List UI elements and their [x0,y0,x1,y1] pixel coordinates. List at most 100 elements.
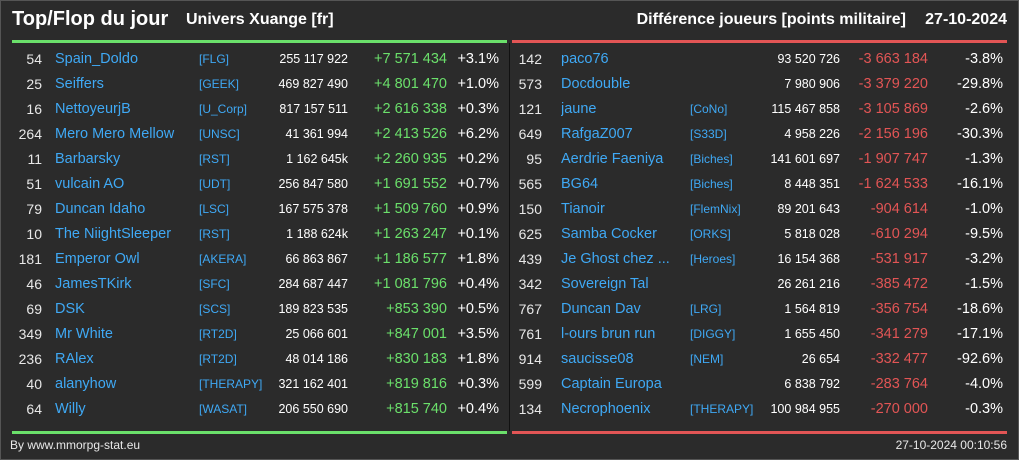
flop-player-row: 142 paco76 93 520 726 -3 663 184 -3.8% [512,47,1007,72]
player-name-link[interactable]: Je Ghost chez ... [561,251,670,267]
military-points: 1 162 645k [286,152,348,166]
alliance-tag-link[interactable]: [CoNo] [690,102,728,116]
player-rank: 181 [18,251,42,267]
percent-change: +6.2% [457,126,499,142]
military-points: 189 823 535 [278,302,348,316]
alliance-tag-link[interactable]: [ORKS] [690,227,731,241]
player-name-link[interactable]: l-ours brun run [561,326,656,342]
player-name-link[interactable]: Mr White [55,326,113,342]
top-player-row: 264 Mero Mero Mellow [UNSC] 41 361 994 +2 41… [12,122,507,147]
top-player-row: 349 Mr White [RT2D] 25 066 601 +847 001 +3.5% [12,322,507,347]
alliance-tag-link[interactable]: [NEM] [690,352,724,366]
flop-player-row: 625 Samba Cocker [ORKS] 5 818 028 -610 294 -9… [512,222,1007,247]
military-points: 321 162 401 [278,377,348,391]
alliance-tag-link[interactable]: [WASAT] [199,402,247,416]
player-name-link[interactable]: JamesTKirk [55,276,132,292]
player-name-link[interactable]: NettoyeurjB [55,101,131,117]
alliance-tag-link[interactable]: [U_Corp] [199,102,248,116]
military-points: 93 520 726 [777,52,840,66]
alliance-tag-link[interactable]: [AKERA] [199,252,247,266]
alliance-tag-link[interactable]: [Biches] [690,177,733,191]
flop-player-row: 573 Docdouble 7 980 906 -3 379 220 -29.8% [512,72,1007,97]
percent-change: -3.2% [965,251,1003,267]
player-name-link[interactable]: BG64 [561,176,599,192]
player-rank: 40 [26,376,42,392]
percent-change: +1.0% [457,76,499,92]
player-name-link[interactable]: Docdouble [561,76,631,92]
percent-change: -29.8% [957,76,1003,92]
player-name-link[interactable]: jaune [561,101,597,117]
player-rank: 914 [518,351,542,367]
alliance-tag-link[interactable]: [S33D] [690,127,727,141]
player-name-link[interactable]: Aerdrie Faeniya [561,151,664,167]
player-name-link[interactable]: Duncan Idaho [55,201,146,217]
alliance-tag-link[interactable]: [RST] [199,152,230,166]
flop-player-row: 914 saucisse08 [NEM] 26 654 -332 477 -92.6% [512,347,1007,372]
military-points: 26 261 216 [777,277,840,291]
flop-player-row: 599 Captain Europa 6 838 792 -283 764 -4.0% [512,372,1007,397]
panel-divider [509,43,510,431]
alliance-tag-link[interactable]: [RT2D] [199,352,237,366]
alliance-tag-link[interactable]: [SCS] [199,302,231,316]
player-name-link[interactable]: RafgaZ007 [561,126,633,142]
points-difference: +1 081 796 [374,276,447,292]
alliance-tag-link[interactable]: [Biches] [690,152,733,166]
flop-player-row: 761 l-ours brun run [DIGGY] 1 655 450 -341 2… [512,322,1007,347]
points-difference: +7 571 434 [374,51,447,67]
alliance-tag-link[interactable]: [Heroes] [690,252,736,266]
alliance-tag-link[interactable]: [RT2D] [199,327,237,341]
player-rank: 51 [26,176,42,192]
top-panel-top-bar [12,40,507,43]
points-difference: -531 917 [870,251,928,267]
player-name-link[interactable]: alanyhow [55,376,117,392]
player-name-link[interactable]: The NiightSleeper [55,226,172,242]
points-difference: -270 000 [870,401,928,417]
player-rank: 10 [26,226,42,242]
top-player-row: 181 Emperor Owl [AKERA] 66 863 867 +1 186 57… [12,247,507,272]
player-name-link[interactable]: Duncan Dav [561,301,641,317]
top-player-row: 40 alanyhow [THERAPY] 321 162 401 +819 816 +0… [12,372,507,397]
player-name-link[interactable]: Sovereign Tal [561,276,649,292]
alliance-tag-link[interactable]: [UNSC] [199,127,240,141]
percent-change: -2.6% [965,101,1003,117]
player-name-link[interactable]: Emperor Owl [55,251,140,267]
player-name-link[interactable]: Mero Mero Mellow [55,126,175,142]
points-difference: +4 801 470 [374,76,447,92]
percent-change: -1.5% [965,276,1003,292]
player-name-link[interactable]: Barbarsky [55,151,121,167]
alliance-tag-link[interactable]: [LSC] [199,202,230,216]
player-name-link[interactable]: saucisse08 [561,351,634,367]
military-points: 1 655 450 [784,327,840,341]
alliance-tag-link[interactable]: [DIGGY] [690,327,736,341]
percent-change: +0.3% [457,101,499,117]
player-name-link[interactable]: Samba Cocker [561,226,657,242]
alliance-tag-link[interactable]: [GEEK] [199,77,240,91]
player-name-link[interactable]: Necrophoenix [561,401,651,417]
player-name-link[interactable]: RAlex [55,351,94,367]
alliance-tag-link[interactable]: [THERAPY] [199,377,263,391]
military-points: 115 467 858 [771,102,840,116]
player-name-link[interactable]: Captain Europa [561,376,662,392]
alliance-tag-link[interactable]: [SFC] [199,277,230,291]
military-points: 817 157 511 [279,102,348,116]
player-name-link[interactable]: paco76 [561,51,609,67]
alliance-tag-link[interactable]: [LRG] [690,302,722,316]
points-difference: +1 263 247 [374,226,447,242]
alliance-tag-link[interactable]: [FlemNix] [690,202,741,216]
player-name-link[interactable]: Seiffers [55,76,104,92]
alliance-tag-link[interactable]: [FLG] [199,52,230,66]
player-name-link[interactable]: Tianoir [561,201,605,217]
percent-change: +1.8% [457,251,499,267]
military-points: 1 564 819 [784,302,840,316]
alliance-tag-link[interactable]: [THERAPY] [690,402,754,416]
alliance-tag-link[interactable]: [UDT] [199,177,231,191]
points-difference: -610 294 [870,226,928,242]
player-name-link[interactable]: DSK [55,301,85,317]
top-player-row: 10 The NiightSleeper [RST] 1 188 624k +1 263… [12,222,507,247]
alliance-tag-link[interactable]: [RST] [199,227,230,241]
player-name-link[interactable]: Spain_Doldo [55,51,139,67]
player-name-link[interactable]: Willy [55,401,86,417]
player-name-link[interactable]: vulcain AO [55,176,125,192]
percent-change: +3.5% [457,326,499,342]
flop-panel-bottom-bar [512,431,1007,434]
